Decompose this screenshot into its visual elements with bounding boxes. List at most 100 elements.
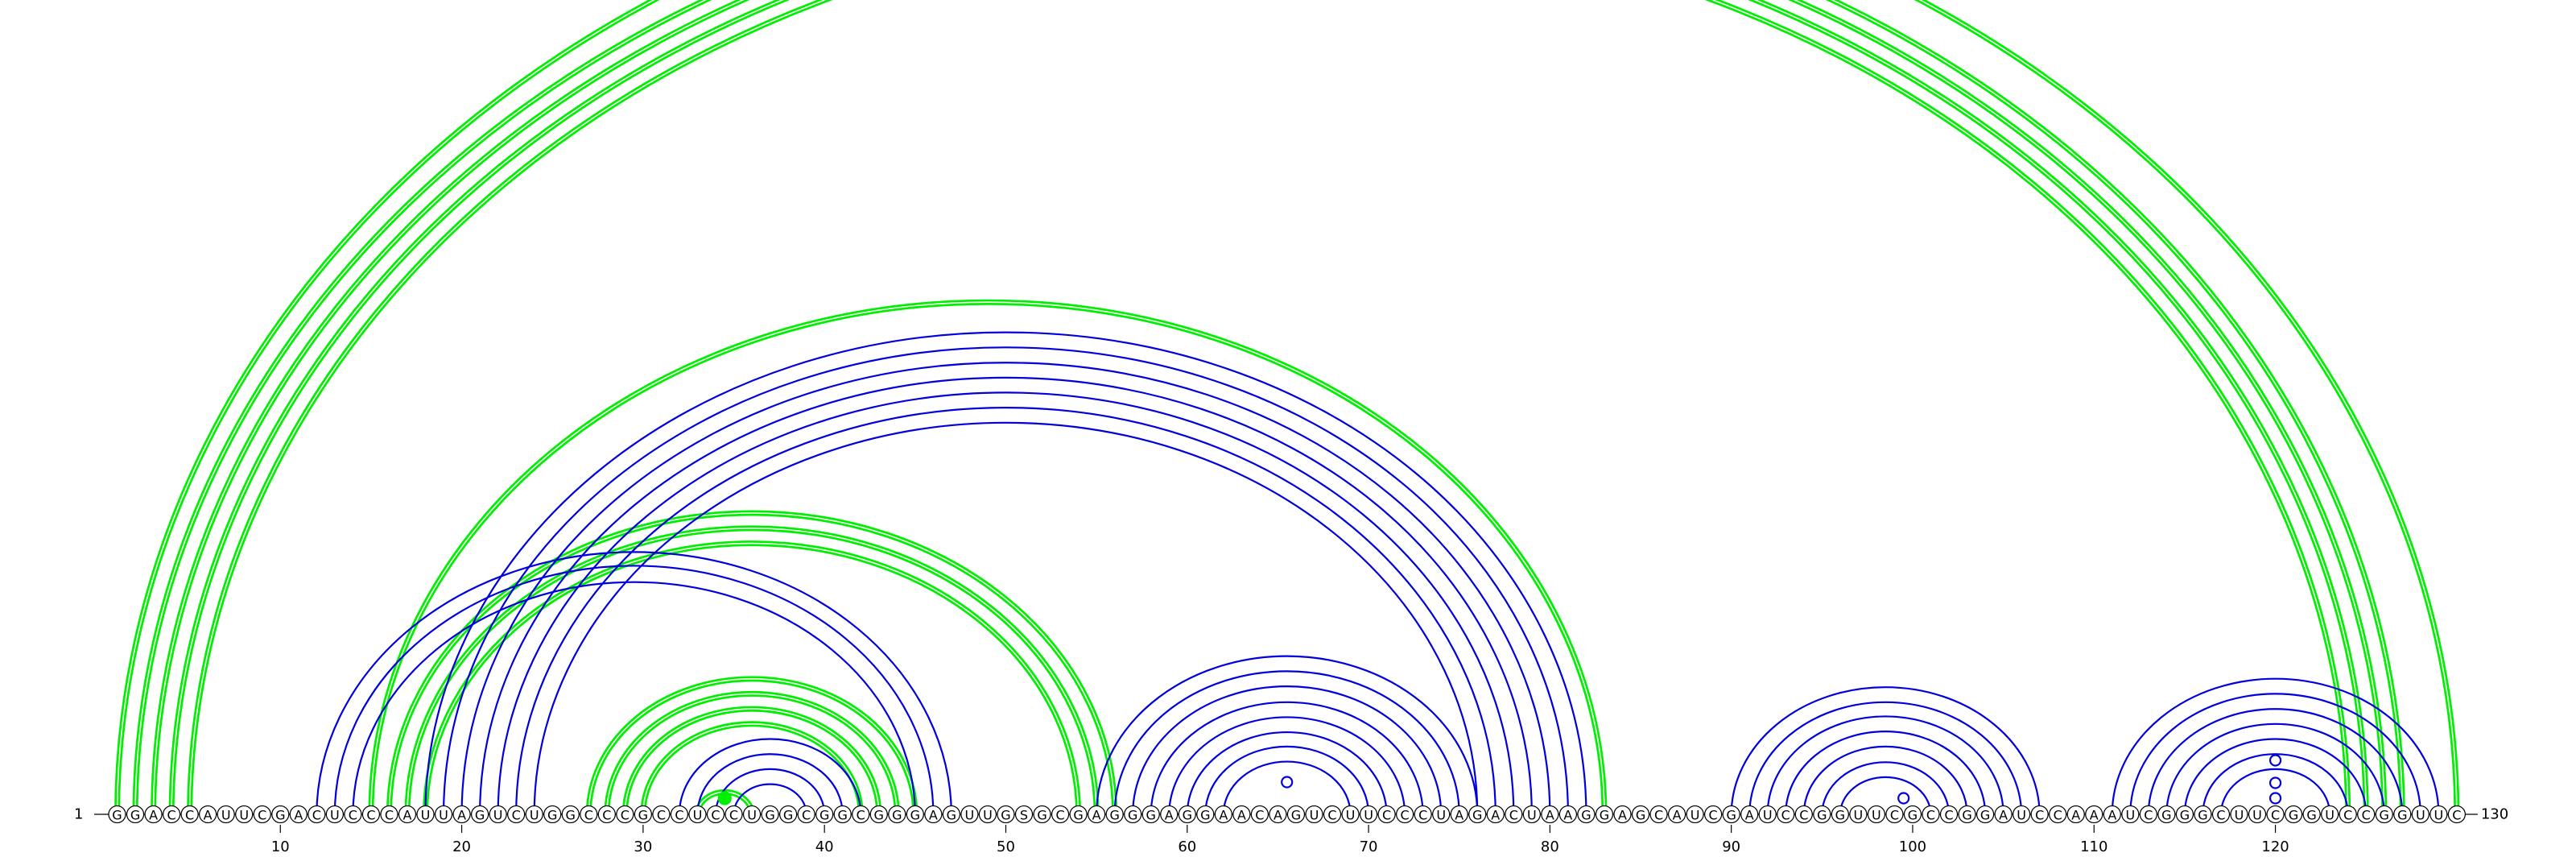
nucleotide-letter: U (2235, 808, 2244, 823)
nucleotide-circle (235, 805, 254, 824)
nucleotide-letter: G (1291, 808, 1301, 823)
nucleotide-circle (1541, 805, 1559, 824)
nucleotide-circle (2411, 805, 2429, 824)
nucleotide-letter: U (2434, 808, 2443, 823)
nucleotide-circle (2066, 805, 2085, 824)
nucleotide-letter: G (1600, 808, 1609, 823)
axis-tick-label: 20 (452, 838, 471, 855)
nucleotide-circle (180, 805, 199, 824)
base-pair-arc-inner (171, 0, 2368, 815)
nucleotide-letter: C (602, 808, 611, 823)
nucleotide-circle (2447, 805, 2466, 824)
nucleotide-letter: G (783, 808, 793, 823)
base-pair-arc (1186, 731, 1388, 815)
nucleotide-letter: G (1726, 808, 1736, 823)
nucleotide-letter: U (693, 808, 703, 823)
nucleotide-letter: G (837, 808, 847, 823)
nucleotide-letter: C (1382, 808, 1391, 823)
axis-tick-label: 90 (1722, 838, 1740, 855)
nucleotide-letter: C (1327, 808, 1336, 823)
nucleotide-circle (470, 805, 489, 824)
base-pair-arc (442, 346, 1569, 815)
nucleotide-letter: G (1581, 808, 1591, 823)
nucleotide-circle (1286, 805, 1306, 824)
nucleotide-letter: C (1781, 808, 1790, 823)
loop-marker (717, 791, 732, 805)
nucleotide-circle (2085, 805, 2103, 824)
nucleotide-letter: C (1709, 808, 1718, 823)
nucleotide-letter: C (675, 808, 683, 823)
axis-tick-label: 30 (634, 838, 652, 855)
nucleotide-circle (1323, 805, 1342, 824)
nucleotide-letter: G (638, 808, 648, 823)
nucleotide-letter: U (1854, 808, 1864, 823)
base-pair-arc (333, 565, 935, 815)
nucleotide-letter: U (965, 808, 975, 823)
base-pair-arc (386, 510, 1118, 815)
nucleotide-circle (2302, 805, 2321, 824)
nucleotide-circle (2121, 805, 2140, 824)
nucleotide-letter: C (349, 808, 357, 823)
nucleotide-letter: G (1962, 808, 1971, 823)
nucleotide-circle (344, 805, 362, 824)
axis-tick-label: 40 (815, 838, 834, 855)
nucleotide-letter: C (2452, 808, 2461, 823)
base-pair-arc (585, 676, 919, 815)
nucleotide-letter: G (1980, 808, 1990, 823)
nucleotide-circle (1867, 805, 1886, 824)
nucleotide-circle (308, 805, 326, 824)
nucleotide-letter: G (1200, 808, 1210, 823)
nucleotide-letter: C (711, 808, 720, 823)
nucleotide-circle (2375, 805, 2393, 824)
nucleotide-circle (1305, 805, 1323, 824)
nucleotide-letter: C (621, 808, 630, 823)
nucleotide-letter: C (167, 808, 176, 823)
base-pair-arc (515, 407, 1496, 815)
nucleotide-letter: A (2107, 808, 2116, 823)
nucleotide-circle (1903, 805, 1922, 824)
nucleotide-circle (2339, 805, 2357, 824)
nucleotide-letter: U (2416, 808, 2425, 823)
nucleotide-circle (1232, 805, 1251, 824)
base-pair-arc (1150, 701, 1424, 815)
base-pair-arc (1748, 701, 2023, 815)
base-pair-arc (2202, 753, 2349, 815)
nucleotide-letter: U (530, 808, 539, 823)
base-pair-arc (1096, 655, 1479, 815)
nucleotide-letter: C (2271, 808, 2280, 823)
nucleotide-letter: G (2289, 808, 2298, 823)
base-pair-arc (1766, 715, 2004, 815)
nucleotide-circle (1777, 805, 1795, 824)
nucleotide-circle (108, 805, 126, 824)
axis-tick-label: 60 (1178, 838, 1196, 855)
base-pair-arc (460, 361, 1551, 815)
nucleotide-letter: U (1763, 808, 1773, 823)
nucleotide-circle (833, 805, 852, 824)
nucleotide-letter: C (2343, 808, 2352, 823)
base-pair-arc (533, 421, 1479, 815)
nucleotide-circle (1160, 805, 1179, 824)
nucleotide-letter: G (2306, 808, 2316, 823)
axis-tick-label: 10 (271, 838, 290, 855)
nucleotide-circle (1722, 805, 1740, 824)
nucleotide-circle (1740, 805, 1759, 824)
nucleotide-letter: A (2090, 808, 2099, 823)
nucleotide-circle (852, 805, 870, 824)
nucleotide-letter: A (1455, 808, 1463, 823)
nucleotide-circle (2266, 805, 2285, 824)
base-pair-arc (733, 783, 807, 815)
nucleotide-letter: C (512, 808, 521, 823)
nucleotide-circle (1704, 805, 1723, 824)
nucleotide-letter: S (1020, 808, 1028, 823)
loop-marker (2268, 754, 2282, 767)
nucleotide-letter: U (330, 808, 340, 823)
base-pair-arc (1785, 731, 1987, 815)
nucleotide-letter: A (1491, 808, 1500, 823)
base-pair-arc (1730, 686, 2041, 815)
nucleotide-letter: C (2144, 808, 2153, 823)
base-pair-arc (2219, 768, 2331, 815)
base-pair-arc (352, 581, 916, 815)
nucleotide-letter: U (221, 808, 231, 823)
nucleotide-letter: A (2071, 808, 2080, 823)
